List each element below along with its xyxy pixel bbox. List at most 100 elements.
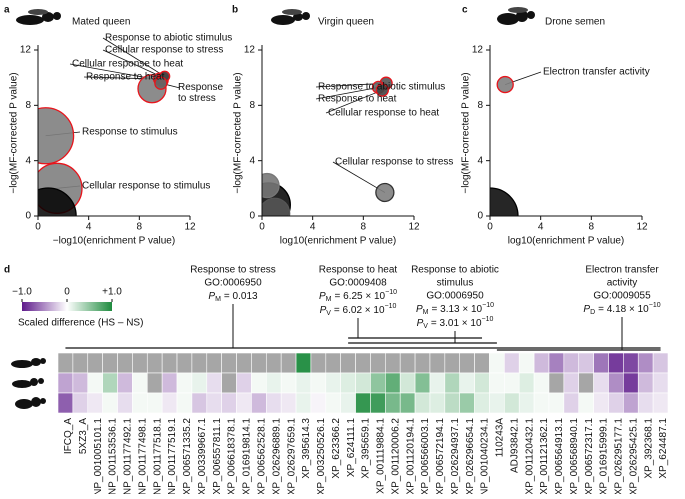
column-label: XP_006571335.2 xyxy=(182,418,193,494)
heat-cell xyxy=(295,372,312,394)
heat-cell xyxy=(176,392,193,414)
heat-cell xyxy=(221,392,237,414)
bubble xyxy=(490,187,519,216)
colorbar-tick-label: +1.0 xyxy=(102,287,122,298)
column-label: ADJ93842.1 xyxy=(509,418,520,473)
column-label: XP_006557811.1 xyxy=(212,418,223,494)
heat-cell xyxy=(176,352,193,374)
bubble-label: Response to heat xyxy=(86,72,165,83)
panel-title: Drone semen xyxy=(545,17,605,28)
bubble xyxy=(375,83,389,97)
heat-cell xyxy=(265,372,282,394)
bubble-label: Cellular response to heat xyxy=(72,59,183,70)
heat-cell xyxy=(504,372,520,394)
column-label: XP_395659.1 xyxy=(361,418,372,479)
y-axis-label: −log(MF-corrected P value) xyxy=(9,72,20,193)
column-label: XP_624487.1 xyxy=(658,418,669,479)
heat-cell xyxy=(563,392,580,414)
heat-cell xyxy=(459,392,475,414)
heat-cell xyxy=(548,352,565,374)
heat-cell xyxy=(340,372,356,394)
stat-exp: −10 xyxy=(482,316,494,323)
heat-cell xyxy=(355,392,371,414)
stat-var: P xyxy=(208,291,215,302)
bubble xyxy=(375,182,395,203)
colorbar-tick-label: 0 xyxy=(64,287,70,298)
stat-sub: M xyxy=(326,296,332,303)
heat-cell xyxy=(414,392,431,414)
column-label: NP_001153536.1 xyxy=(108,418,119,494)
heat-cell xyxy=(265,392,282,414)
bee-icon xyxy=(11,7,535,409)
heat-cell xyxy=(608,352,624,374)
annotation-title: stimulus xyxy=(437,278,474,289)
stat-text: = 6.25 × 10 xyxy=(335,291,386,302)
column-label: XP_624111.1 xyxy=(346,418,357,478)
column-label: 5XZ3_A xyxy=(78,418,89,454)
stat-exp: −10 xyxy=(482,302,494,309)
stat-exp: −10 xyxy=(385,289,397,296)
column-label: XP_026296654.1 xyxy=(465,418,476,494)
bubble-label: Response to stimulus xyxy=(82,127,178,138)
column-label: XP_026295425.1 xyxy=(628,418,639,494)
column-label: NP_001040234.1 xyxy=(480,418,491,494)
stat-sub: V xyxy=(423,323,428,330)
heat-cell xyxy=(340,392,356,414)
heat-cell xyxy=(102,392,118,414)
column-label: XP_001119884.1 xyxy=(376,418,387,494)
heat-cell xyxy=(236,392,252,414)
heat-cell xyxy=(355,372,371,394)
annotation-title: Electron transfer xyxy=(585,265,659,276)
stat-var: P xyxy=(320,305,327,316)
heat-cell xyxy=(533,392,550,414)
heat-cell xyxy=(518,352,535,374)
heat-cell xyxy=(474,352,490,374)
stat-text: = 6.02 × 10 xyxy=(334,305,385,316)
x-tick-label: 4 xyxy=(86,222,92,233)
heat-cell xyxy=(370,392,386,414)
heat-cell xyxy=(161,352,178,374)
column-label: XP_016915999.1 xyxy=(599,418,610,494)
column-label: XP_006562528.1 xyxy=(256,418,267,494)
heat-cell xyxy=(623,372,639,394)
annotation-title: GO:0006950 xyxy=(204,278,262,289)
x-tick-label: 12 xyxy=(636,222,648,233)
heat-cell xyxy=(578,352,594,374)
heat-cell xyxy=(117,352,133,374)
column-label: XP_006572317.1 xyxy=(584,418,595,494)
heat-cell xyxy=(444,392,461,414)
bubble-label: Cellular response to heat xyxy=(328,108,439,119)
leader-line xyxy=(325,89,383,114)
leader-line xyxy=(332,161,386,193)
column-label: NP_001177518.1 xyxy=(152,418,163,494)
heat-cell xyxy=(518,392,535,414)
heat-cell xyxy=(489,392,505,414)
bubble-label: Cellular response to stress xyxy=(335,157,453,168)
heat-cell xyxy=(504,352,520,374)
bubble xyxy=(154,76,168,90)
x-axis-label: log10(enrichment P value) xyxy=(508,236,625,247)
heat-cell xyxy=(176,372,193,394)
heat-cell xyxy=(132,352,148,374)
heat-cell xyxy=(310,372,327,394)
heat-cell xyxy=(146,352,163,374)
x-tick-label: 4 xyxy=(538,222,544,233)
column-label: NP_001177492.1 xyxy=(123,418,134,494)
x-tick-label: 4 xyxy=(310,222,316,233)
heat-cell xyxy=(385,352,401,374)
heat-cell xyxy=(146,392,163,414)
x-tick-label: 12 xyxy=(408,222,420,233)
heat-cell xyxy=(608,392,624,414)
heat-cell xyxy=(57,372,74,394)
heat-cell xyxy=(399,392,416,414)
heat-cell xyxy=(325,352,341,374)
heat-cell xyxy=(280,352,297,374)
y-tick-label: 4 xyxy=(25,155,31,166)
annotation-stat: PM = 6.25 × 10−10 xyxy=(319,289,397,303)
column-label: XP_392368.1 xyxy=(643,418,654,479)
heat-cell xyxy=(295,352,312,374)
heat-cell xyxy=(310,392,327,414)
heat-cell xyxy=(533,352,550,374)
heat-cell xyxy=(221,352,237,374)
